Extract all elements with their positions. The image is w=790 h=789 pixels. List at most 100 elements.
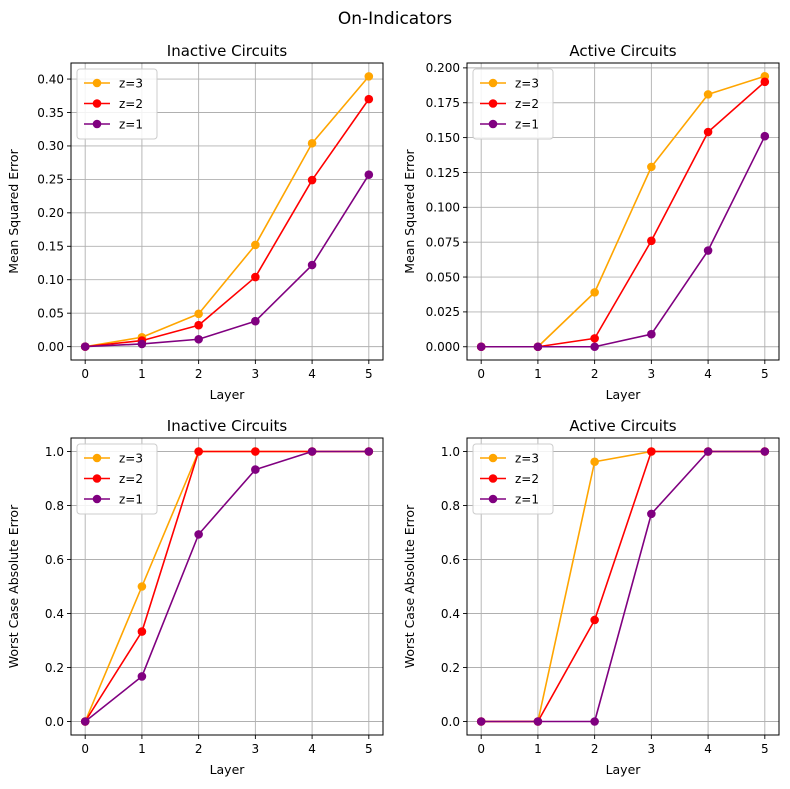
legend-marker-z=1 [488, 494, 498, 504]
data-point-z=1 [590, 342, 599, 352]
y-axis-label: Mean Squared Error [6, 148, 21, 273]
y-tick-label: 0.30 [37, 139, 64, 153]
data-point-z=2 [364, 94, 374, 104]
y-tick-label: 1.0 [45, 445, 64, 459]
data-point-z=1 [307, 447, 317, 456]
data-point-z=3 [137, 582, 147, 591]
y-tick-label: 0.175 [426, 96, 460, 110]
axes-frame [466, 437, 780, 736]
x-tick-label: 2 [591, 367, 599, 381]
data-point-z=3 [703, 90, 713, 99]
data-point-z=3 [194, 309, 203, 319]
subplot-title: Inactive Circuits [167, 42, 288, 60]
legend: z=3 z=2 z=1 [76, 68, 158, 140]
y-tick-label: 0.10 [37, 273, 64, 287]
data-point-z=2 [251, 447, 260, 456]
y-tick-label: 0.05 [37, 306, 64, 320]
x-axis-label: Layer [210, 387, 246, 402]
y-tick-label: 0.125 [426, 166, 460, 180]
axes-frame [70, 62, 384, 361]
legend-marker-z=1 [488, 119, 498, 129]
data-point-z=1 [476, 717, 486, 726]
data-point-z=2 [647, 236, 656, 246]
series-line-z=1 [481, 450, 765, 723]
y-tick-label: 0.6 [45, 553, 64, 567]
axes-frame [70, 437, 384, 736]
legend-marker-z=3 [488, 453, 498, 463]
y-axis-label: Mean Squared Error [402, 148, 417, 273]
series-line-z=1 [84, 450, 369, 723]
x-tick-label: 0 [477, 367, 485, 381]
x-tick-label: 0 [477, 742, 485, 756]
x-tick-label: 2 [195, 367, 203, 381]
legend-label: z=3 [119, 451, 143, 465]
y-tick-label: 0.40 [37, 72, 64, 86]
x-tick-label: 3 [252, 742, 260, 756]
legend-marker-z=1 [92, 119, 102, 129]
legend-marker-z=2 [488, 99, 498, 108]
data-point-z=1 [194, 530, 203, 539]
y-tick-label: 0.050 [426, 270, 460, 284]
legend-label: z=3 [119, 76, 143, 90]
y-tick-label: 0.25 [37, 173, 64, 187]
legend: z=3 z=2 z=1 [76, 443, 158, 515]
x-tick-label: 5 [365, 742, 373, 756]
x-tick-label: 3 [252, 367, 260, 381]
x-tick-label: 2 [591, 742, 599, 756]
subplot-title: Active Circuits [569, 42, 676, 60]
y-tick-label: 0.8 [45, 499, 64, 513]
y-tick-label: 0.8 [441, 499, 460, 513]
data-point-z=1 [251, 465, 260, 474]
y-axis-label: Worst Case Absolute Error [402, 504, 417, 668]
x-tick-label: 1 [138, 367, 146, 381]
series-line-z=1 [481, 135, 766, 348]
data-point-z=2 [760, 77, 770, 87]
data-point-z=1 [590, 717, 599, 726]
y-tick-label: 0.35 [37, 106, 64, 120]
legend: z=3 z=2 z=1 [472, 443, 554, 515]
data-point-z=1 [364, 447, 374, 456]
data-point-z=1 [137, 672, 147, 681]
legend: z=3 z=2 z=1 [472, 68, 554, 140]
x-tick-label: 3 [648, 367, 656, 381]
legend-label: z=2 [515, 472, 539, 486]
subplot-3: 0 1 2 3 4 5 0.0 0.2 0.4 0.6 0.8 1.0 Inactive Circuit… [6, 417, 384, 777]
y-tick-label: 0.075 [426, 235, 460, 249]
data-point-z=1 [703, 447, 713, 456]
data-point-z=1 [647, 329, 656, 339]
legend-label: z=1 [119, 492, 143, 506]
x-axis-label: Layer [210, 762, 246, 777]
data-point-z=1 [647, 509, 656, 519]
legend-label: z=2 [515, 97, 539, 111]
y-tick-label: 0.4 [45, 607, 64, 621]
x-tick-label: 0 [81, 742, 89, 756]
y-tick-label: 0.2 [441, 661, 460, 675]
legend-marker-z=2 [92, 99, 102, 108]
subplot-title: Active Circuits [569, 417, 676, 435]
data-point-z=1 [760, 447, 770, 456]
subplot-2: 0 1 2 3 4 5 0.000 0.025 0.050 0.075 0.100 0.125 0.15… [402, 42, 780, 402]
y-tick-label: 0.0 [441, 715, 460, 729]
data-point-z=2 [137, 627, 147, 636]
axes-frame [466, 62, 780, 361]
legend-label: z=1 [119, 117, 143, 131]
legend-marker-z=3 [92, 453, 102, 463]
legend-label: z=3 [515, 451, 539, 465]
x-tick-label: 4 [308, 742, 316, 756]
series-line-z=1 [85, 174, 370, 348]
data-point-z=2 [647, 447, 656, 456]
data-point-z=1 [307, 260, 317, 270]
data-point-z=2 [251, 272, 260, 282]
y-tick-label: 0.15 [37, 240, 64, 254]
legend-marker-z=3 [92, 78, 102, 88]
x-axis-label: Layer [606, 762, 642, 777]
y-tick-label: 0.6 [441, 553, 460, 567]
subplot-4: 0 1 2 3 4 5 0.0 0.2 0.4 0.6 0.8 1.0 Active Circuits L… [402, 417, 780, 777]
data-point-z=1 [476, 342, 486, 352]
y-tick-label: 0.0 [45, 715, 64, 729]
data-point-z=3 [364, 72, 374, 81]
subplot-1: 0 1 2 3 4 5 0.00 0.05 0.10 0.15 0.20 0.25 0.30 0.35 0.… [6, 42, 384, 402]
legend-label: z=3 [515, 76, 539, 90]
data-point-z=2 [194, 320, 203, 330]
legend-marker-z=2 [488, 474, 498, 483]
